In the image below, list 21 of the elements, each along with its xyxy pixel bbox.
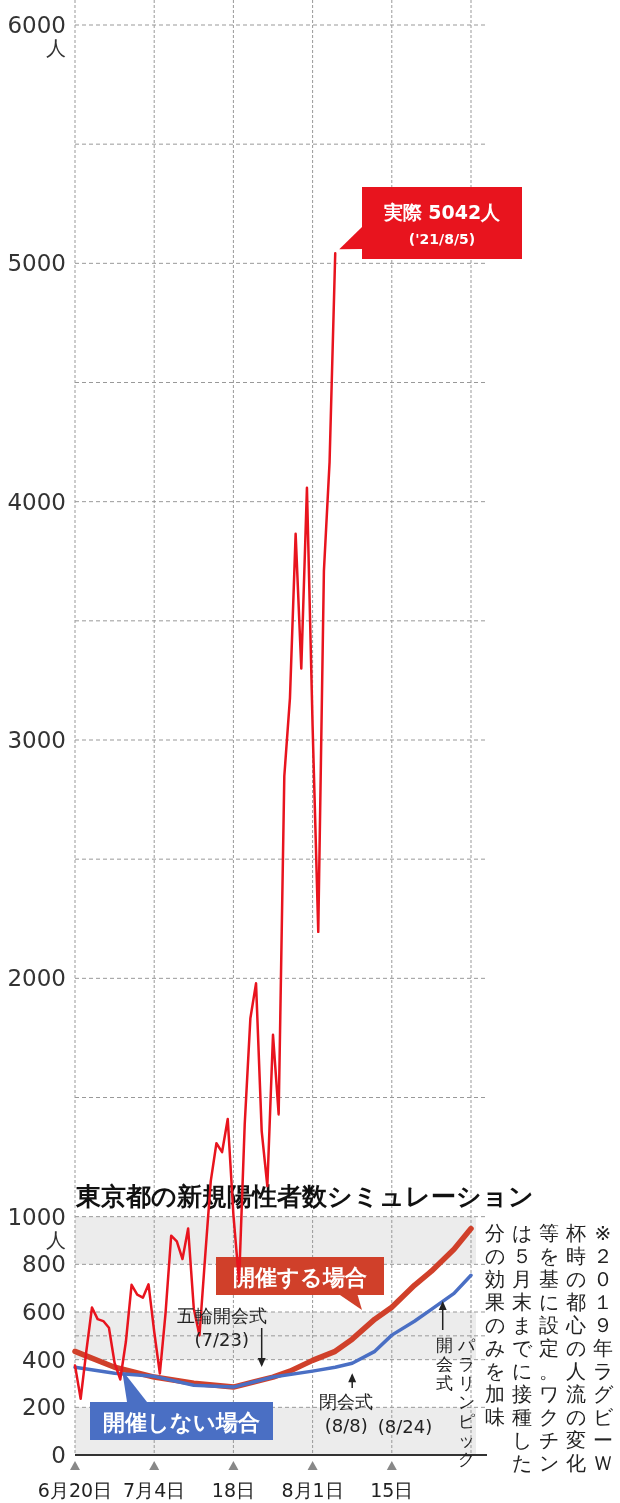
x-tick-label: 6月20日: [37, 1479, 113, 1501]
x-tick-label: 15日: [370, 1479, 414, 1501]
text: ※２０１９年ラグビーＷ杯時の都心の人流の変化等を基に設定。ワクチンは５月末までに接種した分の効果のみを加味: [485, 1221, 613, 1475]
y-tick-label: 6000 人: [7, 12, 66, 60]
y-tick-label: 1000 人: [7, 1203, 66, 1252]
x-tick-label: 18日: [211, 1479, 255, 1501]
legend-label: 開催しない場合: [103, 1410, 260, 1435]
x-tick-label: 7月4日: [123, 1479, 186, 1501]
y-tick-label: 800: [22, 1251, 66, 1278]
annotation: 閉会式 (8/8): [319, 1391, 374, 1436]
y-tick-label: 600: [22, 1299, 66, 1325]
y-tick-label: 5000: [7, 250, 66, 277]
y-tick-label: 0: [51, 1442, 66, 1468]
y-tick-label: 400: [22, 1346, 66, 1373]
y-tick-label: 3000: [7, 727, 66, 753]
y-tick-label: 200: [22, 1394, 66, 1421]
annotation: (8/24): [377, 1416, 433, 1437]
annotation: 実際 5042人 ('21/8/5): [382, 201, 502, 247]
x-tick-label: 8月1日: [281, 1479, 344, 1501]
y-tick-label: 4000: [7, 488, 66, 515]
y-tick-label: 2000: [7, 965, 66, 992]
